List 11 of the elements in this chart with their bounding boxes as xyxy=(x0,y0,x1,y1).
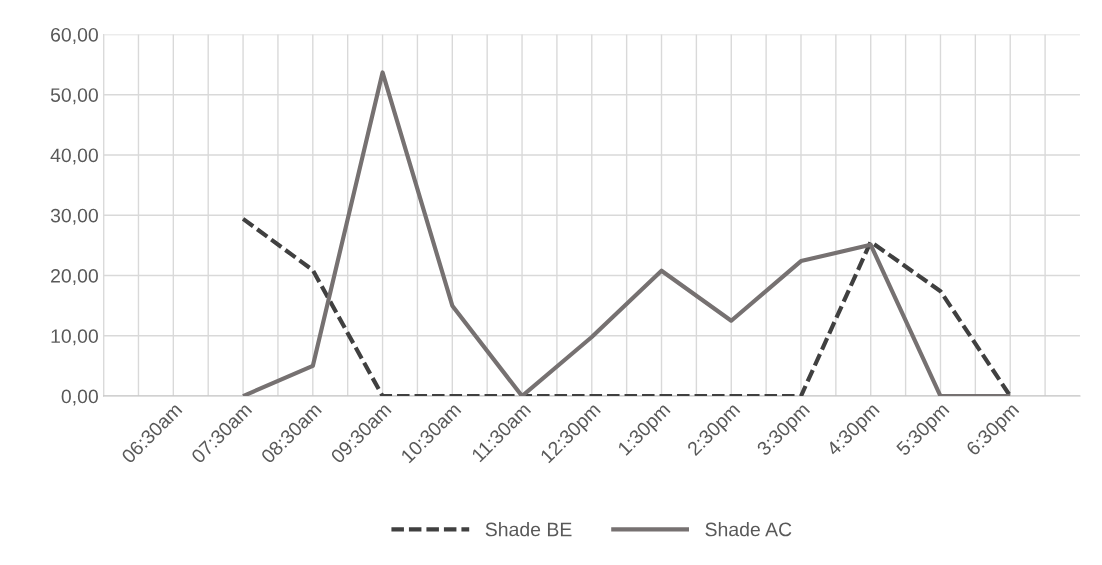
line-series xyxy=(240,216,1013,397)
y-tick-label: 20,00 xyxy=(51,269,98,286)
legend-label: Shade AC xyxy=(705,522,792,537)
y-tick-label: 60,00 xyxy=(51,27,98,44)
y-tick-label: 10,00 xyxy=(51,329,98,346)
legend-label: Shade BE xyxy=(485,522,572,537)
y-tick-label: 50,00 xyxy=(50,88,98,105)
y-tick-label: 40,00 xyxy=(50,148,98,165)
line-series xyxy=(240,70,1013,397)
y-tick-label: 30,00 xyxy=(50,208,98,225)
y-tick-label: 0,00 xyxy=(61,389,98,406)
